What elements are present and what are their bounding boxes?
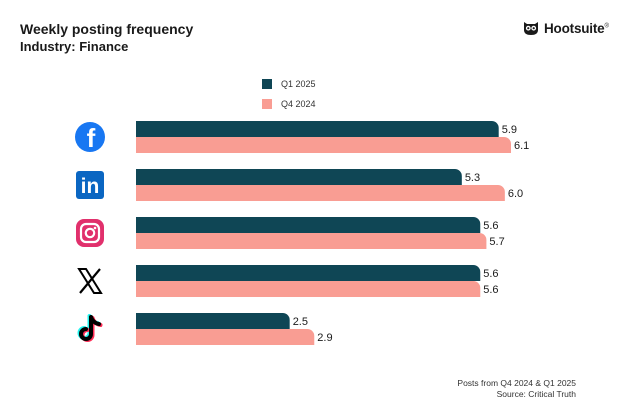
- category-icon-linkedin: in: [76, 171, 104, 199]
- bar-label-instagram-q1-2025: 5.6: [483, 220, 498, 232]
- brand-name: Hootsuite®: [544, 20, 609, 36]
- bar-label-facebook-q1-2025: 5.9: [502, 124, 517, 136]
- bar-x-q4-2024: [136, 281, 481, 297]
- svg-text:f: f: [87, 123, 96, 153]
- legend-swatch-q4-2024: [262, 99, 272, 109]
- bar-label-facebook-q4-2024: 6.1: [514, 140, 529, 152]
- bar-linkedin-q4-2024: [136, 185, 505, 201]
- chart-subtitle: Industry: Finance: [20, 39, 129, 54]
- svg-text:in: in: [81, 175, 100, 198]
- bar-label-tiktok-q4-2024: 2.9: [317, 332, 332, 344]
- legend-swatch-q1-2025: [262, 79, 272, 89]
- bar-x-q1-2025: [136, 265, 481, 281]
- owl-icon: [524, 22, 538, 35]
- bar-facebook-q4-2024: [136, 137, 511, 153]
- bar-label-tiktok-q1-2025: 2.5: [293, 316, 308, 328]
- category-icon-tiktok: [77, 314, 103, 342]
- chart-footer: Posts from Q4 2024 & Q1 2025 Source: Cri…: [457, 378, 576, 400]
- bar-label-linkedin-q4-2024: 6.0: [508, 188, 523, 200]
- bar-label-linkedin-q1-2025: 5.3: [465, 172, 480, 184]
- bar-label-x-q1-2025: 5.6: [483, 268, 498, 280]
- legend-item-q4-2024: Q4 2024: [262, 97, 316, 111]
- category-icon-facebook: f: [75, 122, 105, 153]
- bar-tiktok-q1-2025: [136, 313, 290, 329]
- footer-note: Posts from Q4 2024 & Q1 2025: [457, 378, 576, 388]
- legend-label-q4-2024: Q4 2024: [281, 99, 316, 109]
- brand-logo: Hootsuite®: [522, 20, 609, 36]
- bar-linkedin-q1-2025: [136, 169, 462, 185]
- bar-instagram-q1-2025: [136, 217, 481, 233]
- category-icon-x: [77, 268, 103, 294]
- bar-tiktok-q4-2024: [136, 329, 315, 345]
- bar-facebook-q1-2025: [136, 121, 499, 137]
- bar-label-instagram-q4-2024: 5.7: [489, 236, 504, 248]
- legend-label-q1-2025: Q1 2025: [281, 79, 316, 89]
- bar-label-x-q4-2024: 5.6: [483, 284, 498, 296]
- chart-legend: Q1 2025 Q4 2024: [262, 77, 316, 117]
- category-icon-instagram: [76, 219, 104, 247]
- legend-item-q1-2025: Q1 2025: [262, 77, 316, 91]
- bar-instagram-q4-2024: [136, 233, 487, 249]
- chart-title: Weekly posting frequency: [20, 21, 194, 37]
- footer-source: Source: Critical Truth: [496, 389, 576, 399]
